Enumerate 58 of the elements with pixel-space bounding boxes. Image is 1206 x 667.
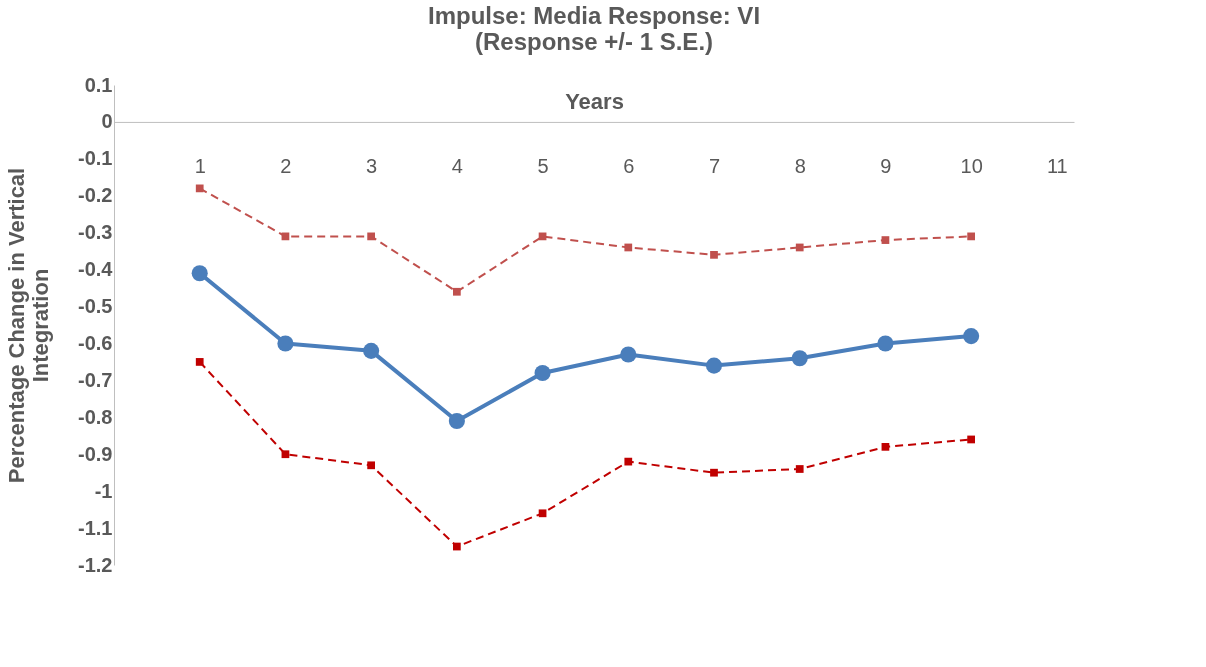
point (195, 184, 204, 193)
point (367, 232, 376, 241)
point (963, 328, 980, 345)
y-tick-label: -0.1 (78, 147, 113, 170)
y-tick-label: -0.3 (78, 221, 113, 244)
x-tick-label: 2 (280, 155, 292, 178)
point (538, 509, 547, 518)
y-tick-label: 0.1 (84, 73, 113, 96)
point (620, 346, 637, 363)
point (277, 335, 294, 352)
point (967, 232, 976, 241)
point (363, 342, 380, 359)
point (452, 287, 461, 296)
x-tick-label: 6 (623, 155, 635, 178)
y-tick-label: -0.5 (78, 295, 113, 318)
x-tick-label: 10 (960, 155, 983, 178)
point (791, 350, 808, 367)
x-tick-label: 7 (708, 155, 721, 178)
point (710, 250, 718, 259)
y-tick-label: -0.4 (78, 258, 114, 281)
text: Integration (28, 268, 54, 383)
point (452, 542, 461, 551)
y-tick-label: -0.6 (78, 331, 113, 354)
x-axis-title: Years (565, 89, 624, 115)
point (624, 457, 633, 466)
point (195, 358, 204, 366)
point (367, 461, 376, 470)
x-tick-label: 11 (1046, 155, 1068, 178)
point (967, 435, 976, 444)
y-tick-label: -0.7 (78, 368, 113, 391)
point (710, 468, 718, 477)
point (534, 364, 551, 382)
point (448, 412, 465, 430)
y-tick-label: -0.8 (78, 405, 113, 428)
x-tick-label: 8 (794, 155, 806, 178)
x-tick-label: 4 (451, 155, 463, 178)
point (705, 357, 723, 374)
point (281, 450, 290, 459)
x-tick-label: 3 (366, 155, 378, 178)
point (795, 243, 804, 252)
y-tick-label: -0.2 (78, 184, 113, 207)
point (191, 265, 208, 282)
y-tick-label: -1.2 (78, 553, 113, 576)
text: Percentage Change in Vertical (4, 167, 30, 484)
point (881, 442, 890, 451)
point (795, 465, 804, 473)
point (624, 243, 633, 252)
y-tick-label: 0 (101, 110, 113, 133)
text: (Response +/- 1 S.E.) (474, 28, 714, 55)
text: Impulse: Media Response: VI (427, 2, 761, 29)
point (881, 236, 890, 244)
x-tick-label: 5 (537, 155, 549, 178)
x-tick-label: 1 (194, 155, 206, 178)
x-tick-label: 9 (880, 155, 892, 178)
point (877, 335, 894, 352)
y-tick-label: -0.9 (78, 442, 113, 465)
y-tick-label: -1.1 (78, 516, 113, 539)
y-tick-label: -1 (94, 479, 113, 502)
